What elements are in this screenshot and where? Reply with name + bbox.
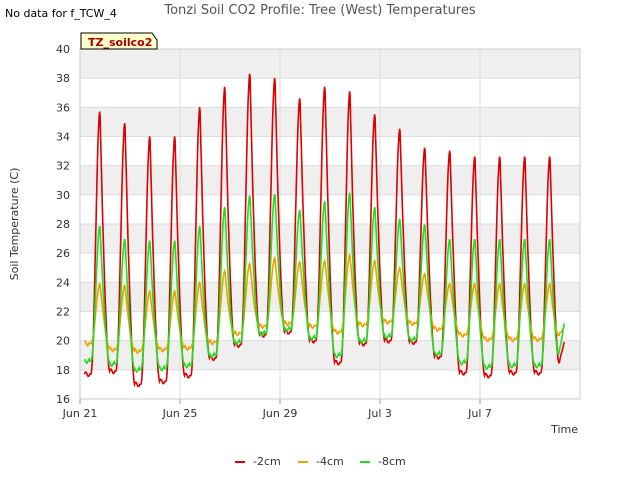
y-tick-label: 28	[56, 218, 70, 231]
x-tick-label: Jun 21	[62, 407, 98, 420]
chart-title: Tonzi Soil CO2 Profile: Tree (West) Temp…	[164, 3, 476, 18]
series-lines	[83, 73, 565, 388]
y-tick-label: 32	[56, 160, 70, 173]
x-tick-label: Jul 3	[367, 407, 392, 420]
series-line-4cm	[84, 252, 565, 355]
y-tick-label: 20	[56, 335, 70, 348]
legend-label: -8cm	[378, 455, 406, 468]
plot-frame	[79, 48, 581, 400]
plot-band	[80, 49, 580, 79]
y-tick-label: 40	[56, 43, 70, 56]
x-tick-label: Jul 7	[467, 407, 492, 420]
legend-item: -8cm	[360, 455, 406, 468]
y-axis-label: Soil Temperature (C)	[8, 168, 21, 281]
plot-band	[80, 340, 580, 370]
y-tick-label: 36	[56, 101, 70, 114]
plot-band	[80, 107, 580, 137]
y-tick-label: 34	[56, 131, 70, 144]
site-tag-box	[80, 32, 158, 50]
legend-item: -2cm	[235, 455, 281, 468]
y-tick-label: 16	[56, 393, 70, 406]
y-tick-label: 22	[56, 306, 70, 319]
legend-label: -4cm	[316, 455, 344, 468]
legend-label: -2cm	[253, 455, 281, 468]
site-tag: TZ_soilco2	[80, 32, 158, 50]
y-tick-label: 30	[56, 189, 70, 202]
y-tick-label: 26	[56, 247, 70, 260]
y-tick-label: 18	[56, 364, 70, 377]
series-line-2cm	[83, 73, 565, 388]
legend-item: -4cm	[298, 455, 344, 468]
x-tick-label: Jun 29	[262, 407, 298, 420]
y-tick-label: 38	[56, 72, 70, 85]
x-axis-label: Time	[550, 423, 578, 436]
y-axis-ticks: 16 18 20 22 24 26 28 30 32 34 36 38 40	[56, 43, 70, 406]
y-tick-label: 24	[56, 276, 70, 289]
site-tag-label: TZ_soilco2	[88, 36, 152, 49]
legend: -2cm -4cm -8cm	[235, 455, 406, 468]
x-axis-ticks: Jun 21 Jun 25 Jun 29 Jul 3 Jul 7	[62, 399, 492, 420]
series-line-8cm	[83, 192, 565, 373]
no-data-note: No data for f_TCW_4	[5, 7, 117, 20]
plot-band	[80, 165, 580, 195]
x-tick-label: Jun 25	[162, 407, 198, 420]
